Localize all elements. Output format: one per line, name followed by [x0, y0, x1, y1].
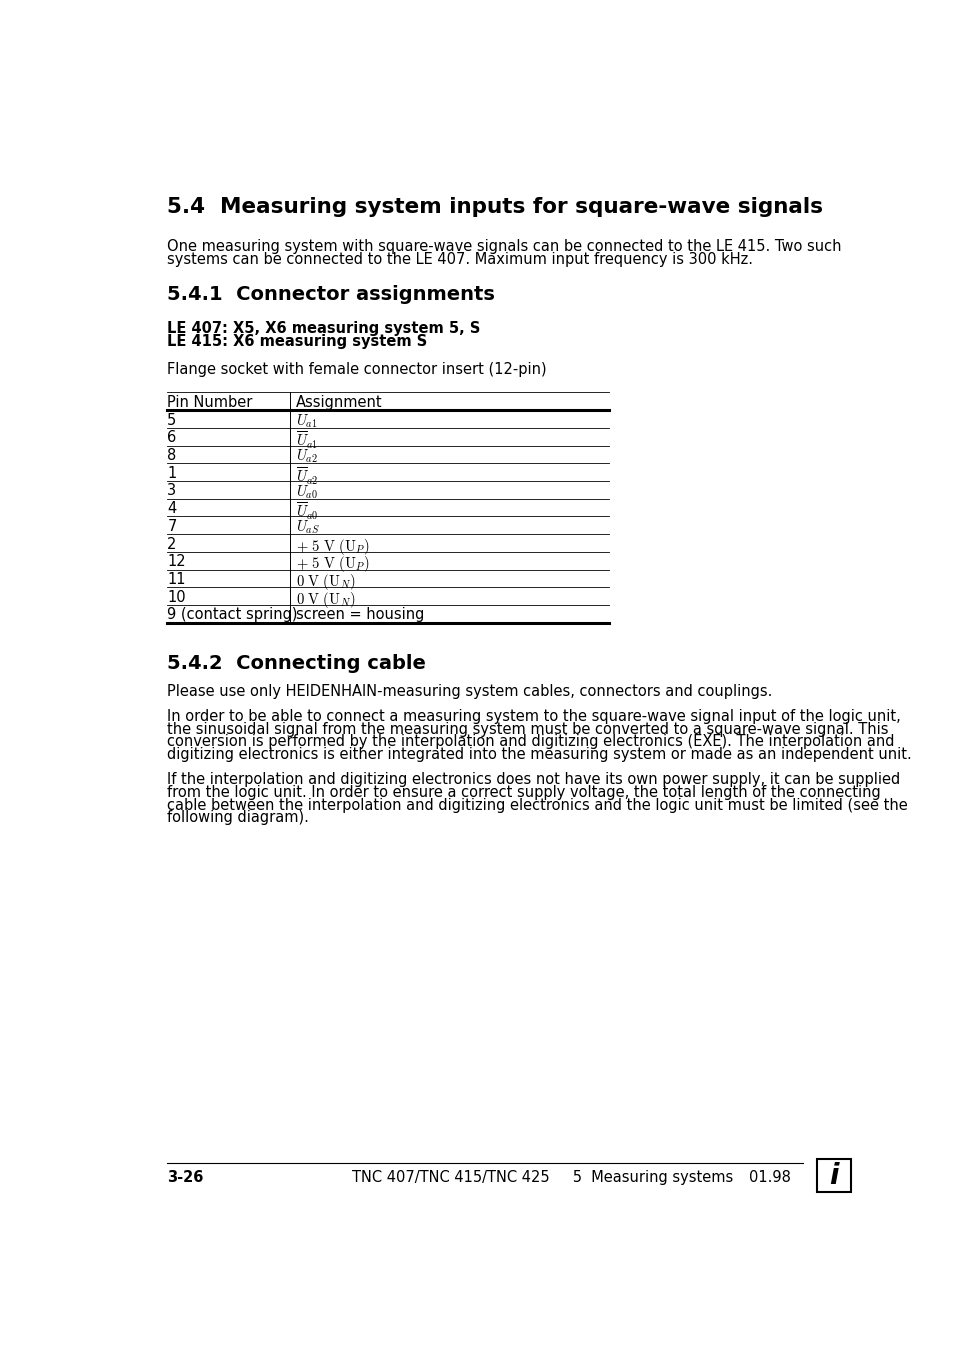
Text: Please use only HEIDENHAIN-measuring system cables, connectors and couplings.: Please use only HEIDENHAIN-measuring sys…	[167, 684, 772, 700]
Text: LE 415: X6 measuring system S: LE 415: X6 measuring system S	[167, 334, 427, 349]
Text: In order to be able to connect a measuring system to the square-wave signal inpu: In order to be able to connect a measuri…	[167, 709, 900, 724]
Text: following diagram).: following diagram).	[167, 810, 309, 825]
Text: Pin Number: Pin Number	[167, 394, 253, 409]
Text: One measuring system with square-wave signals can be connected to the LE 415. Tw: One measuring system with square-wave si…	[167, 238, 841, 253]
Text: 5: 5	[167, 412, 176, 428]
Text: 4: 4	[167, 501, 176, 516]
Text: 8: 8	[167, 448, 176, 463]
Text: 3: 3	[167, 483, 176, 498]
Text: the sinusoidal signal from the measuring system must be converted to a square-wa: the sinusoidal signal from the measuring…	[167, 721, 888, 736]
Text: i: i	[828, 1162, 838, 1190]
Text: $+\ 5\ \mathrm{V}\ (\mathrm{U}_P)$: $+\ 5\ \mathrm{V}\ (\mathrm{U}_P)$	[295, 537, 369, 556]
Text: If the interpolation and digitizing electronics does not have its own power supp: If the interpolation and digitizing elec…	[167, 773, 900, 787]
FancyBboxPatch shape	[816, 1159, 850, 1191]
Text: screen = housing: screen = housing	[295, 607, 424, 622]
Text: $\overline{U}_{a1}$: $\overline{U}_{a1}$	[295, 431, 318, 451]
Text: 11: 11	[167, 572, 186, 587]
Text: 7: 7	[167, 518, 176, 534]
Text: 3-26: 3-26	[167, 1170, 203, 1186]
Text: TNC 407/TNC 415/TNC 425     5  Measuring systems: TNC 407/TNC 415/TNC 425 5 Measuring syst…	[352, 1170, 732, 1186]
Text: 9 (contact spring): 9 (contact spring)	[167, 607, 297, 622]
Text: systems can be connected to the LE 407. Maximum input frequency is 300 kHz.: systems can be connected to the LE 407. …	[167, 252, 753, 267]
Text: 12: 12	[167, 555, 186, 569]
Text: $0\ \mathrm{V}\ (\mathrm{U}_N)$: $0\ \mathrm{V}\ (\mathrm{U}_N)$	[295, 572, 355, 592]
Text: digitizing electronics is either integrated into the measuring system or made as: digitizing electronics is either integra…	[167, 747, 911, 762]
Text: 2: 2	[167, 537, 176, 552]
Text: 01.98: 01.98	[748, 1170, 790, 1186]
Text: $\overline{U}_{a0}$: $\overline{U}_{a0}$	[295, 501, 318, 522]
Text: $0\ \mathrm{V}\ (\mathrm{U}_N)$: $0\ \mathrm{V}\ (\mathrm{U}_N)$	[295, 590, 355, 610]
Text: 1: 1	[167, 466, 176, 481]
Text: from the logic unit. In order to ensure a correct supply voltage, the total leng: from the logic unit. In order to ensure …	[167, 785, 881, 800]
Text: Flange socket with female connector insert (12-pin): Flange socket with female connector inse…	[167, 362, 546, 377]
Text: $U_{aS}$: $U_{aS}$	[295, 518, 319, 536]
Text: $+\ 5\ \mathrm{V}\ (\mathrm{U}_P)$: $+\ 5\ \mathrm{V}\ (\mathrm{U}_P)$	[295, 555, 369, 575]
Text: 5.4.2  Connecting cable: 5.4.2 Connecting cable	[167, 654, 426, 673]
Text: 6: 6	[167, 431, 176, 446]
Text: conversion is performed by the interpolation and digitizing electronics (EXE). T: conversion is performed by the interpola…	[167, 735, 894, 750]
Text: LE 407: X5, X6 measuring system 5, S: LE 407: X5, X6 measuring system 5, S	[167, 320, 480, 336]
Text: $U_{a1}$: $U_{a1}$	[295, 412, 317, 429]
Text: $U_{a2}$: $U_{a2}$	[295, 448, 317, 466]
Text: Assignment: Assignment	[295, 394, 382, 409]
Text: cable between the interpolation and digitizing electronics and the logic unit mu: cable between the interpolation and digi…	[167, 798, 907, 813]
Text: 5.4.1  Connector assignments: 5.4.1 Connector assignments	[167, 285, 495, 304]
Text: 5.4  Measuring system inputs for square-wave signals: 5.4 Measuring system inputs for square-w…	[167, 197, 822, 217]
Text: 10: 10	[167, 590, 186, 604]
Text: $\overline{U}_{a2}$: $\overline{U}_{a2}$	[295, 466, 318, 487]
Text: $U_{a0}$: $U_{a0}$	[295, 483, 317, 501]
